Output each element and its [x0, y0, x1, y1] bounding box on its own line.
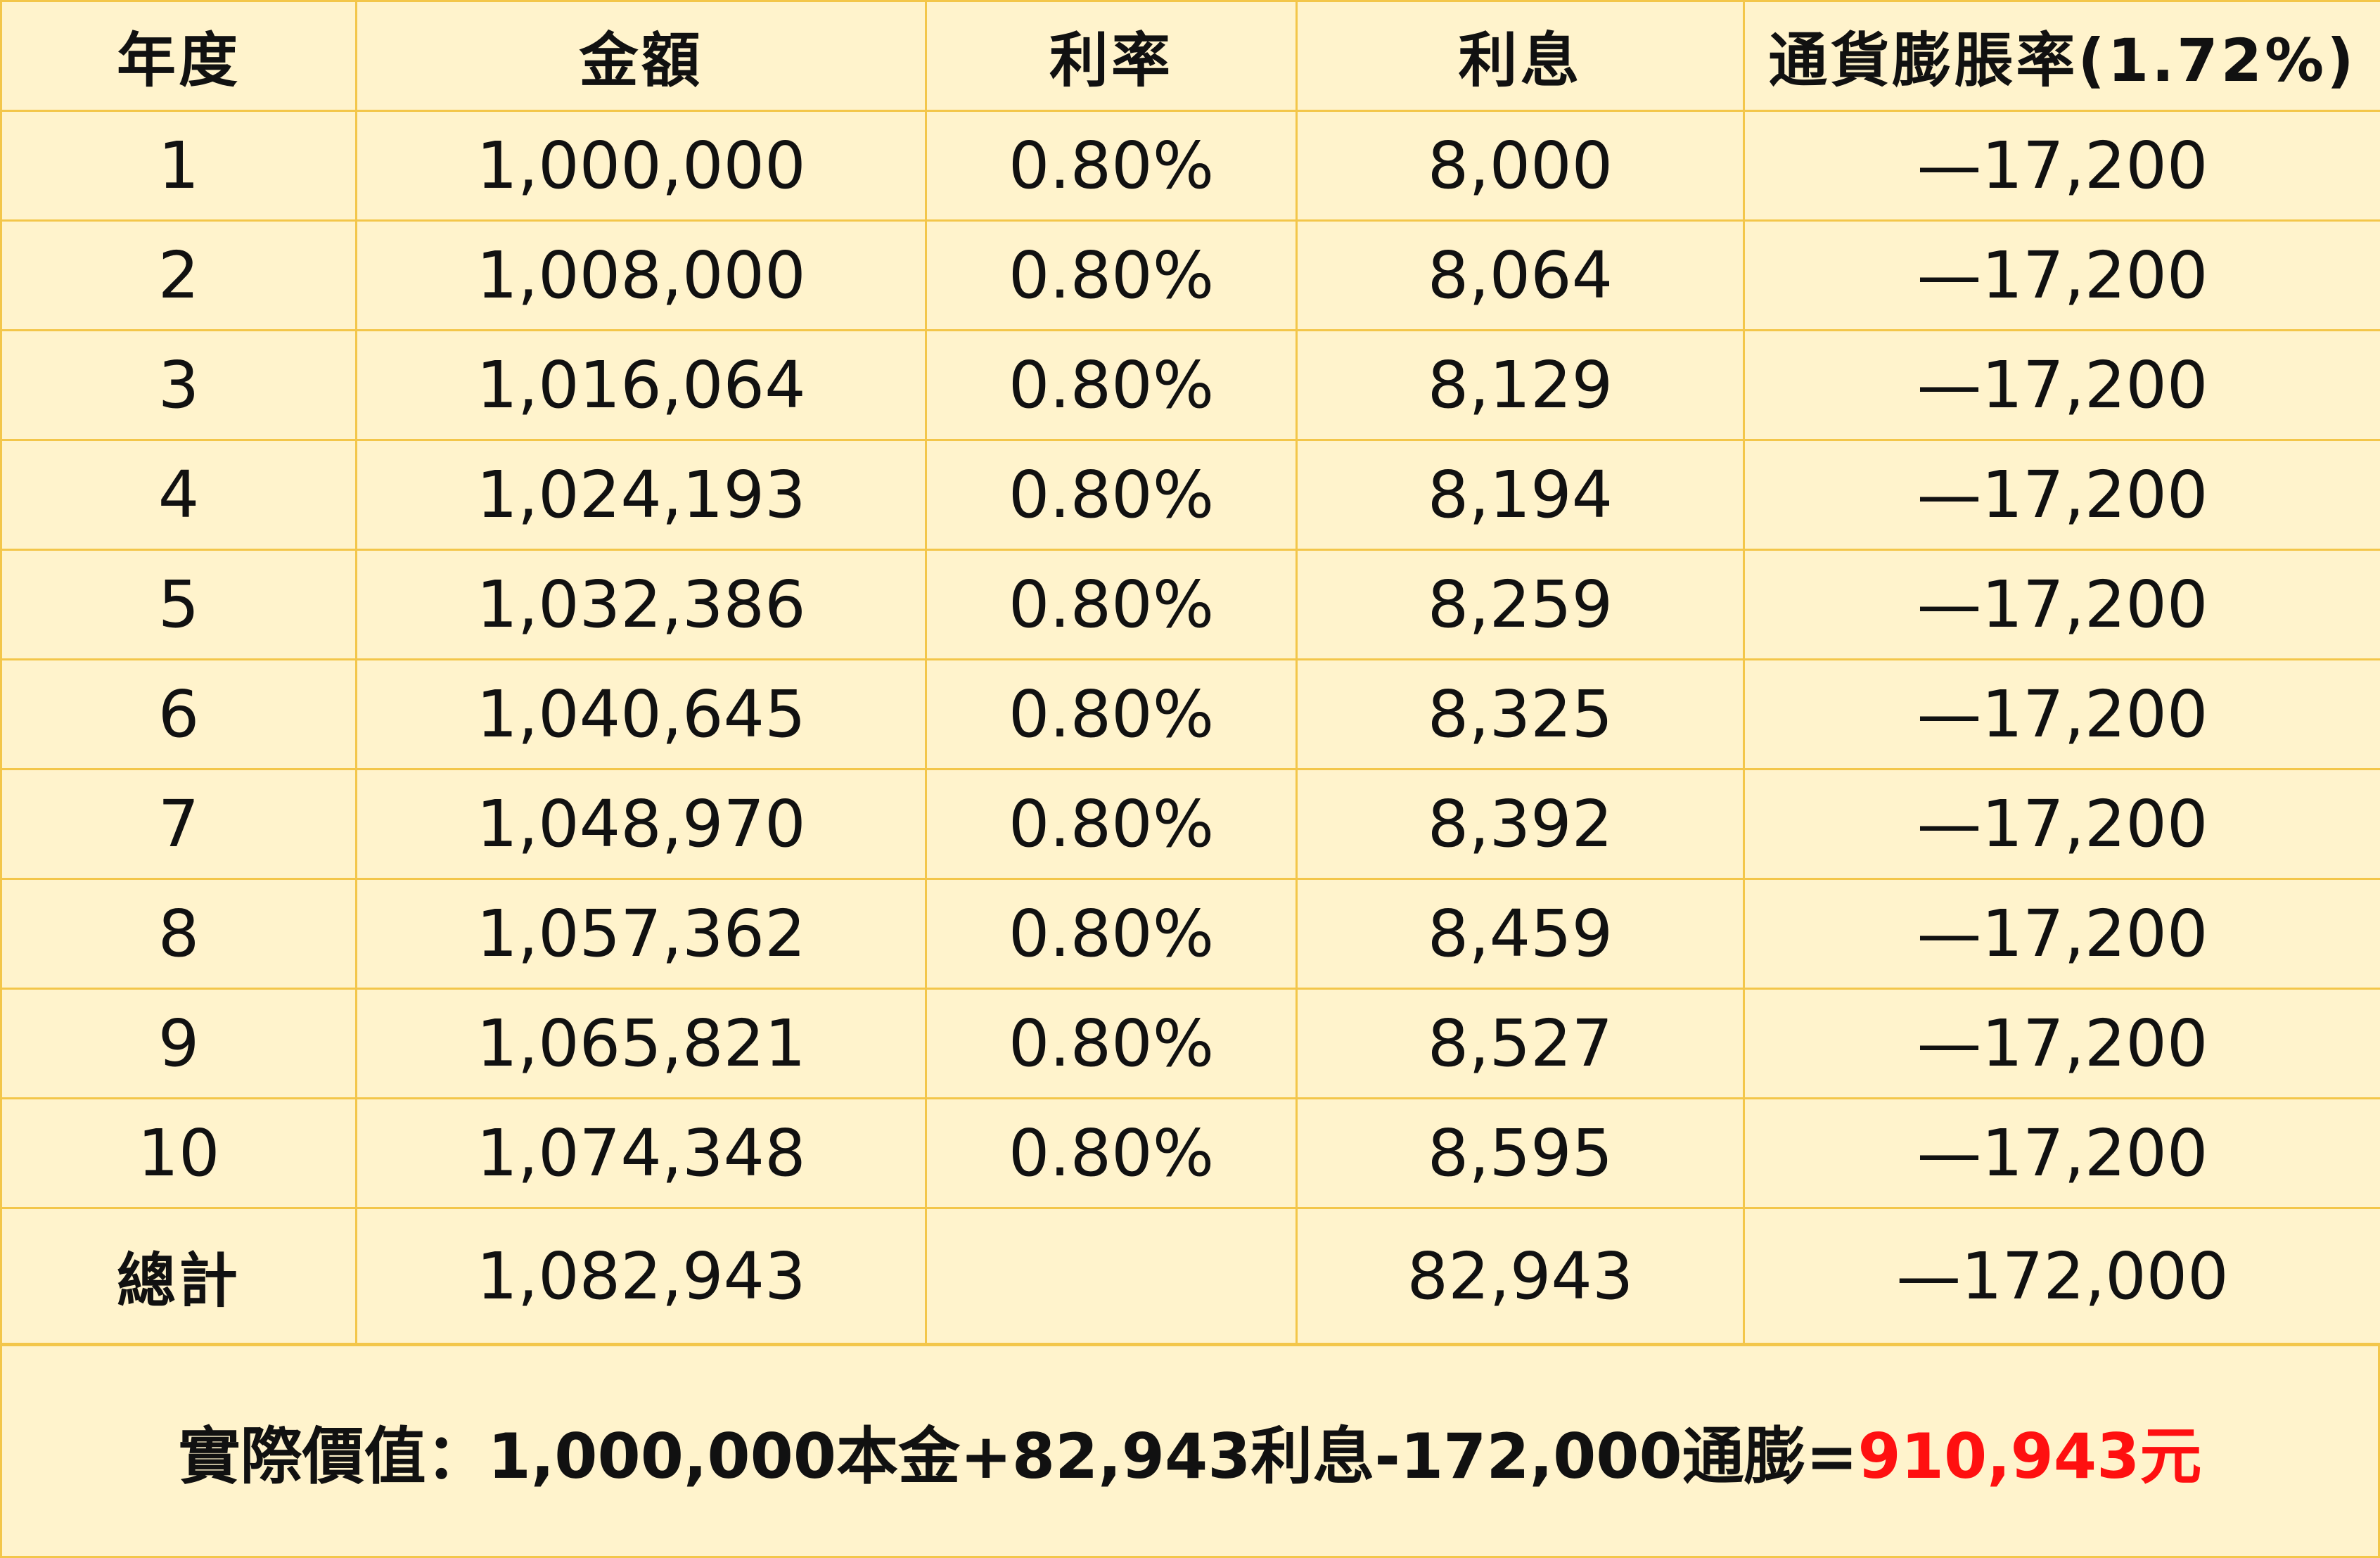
table-row: 3 1,016,064 0.80% 8,129 —17,200: [0, 329, 2380, 441]
summary-result: 910,943元: [1857, 1419, 2202, 1493]
cell-amount: 1,032,386: [355, 549, 927, 660]
real-value-summary: 實際價值：1,000,000本金+82,943利息-172,000通膨= 910,…: [0, 1344, 2380, 1558]
cell-interest: 8,527: [1295, 988, 1745, 1099]
table-row: 10 1,074,348 0.80% 8,595 —17,200: [0, 1097, 2380, 1209]
cell-year: 4: [0, 439, 357, 551]
cell-rate: 0.80%: [925, 439, 1298, 551]
cell-inflation: —17,200: [1743, 439, 2380, 551]
total-amount: 1,082,943: [355, 1207, 927, 1345]
cell-year: 3: [0, 329, 357, 441]
cell-interest: 8,259: [1295, 549, 1745, 660]
cell-inflation: —17,200: [1743, 110, 2380, 222]
cell-inflation: —17,200: [1743, 878, 2380, 990]
cell-rate: 0.80%: [925, 1097, 1298, 1209]
total-interest: 82,943: [1295, 1207, 1745, 1345]
cell-inflation: —17,200: [1743, 219, 2380, 331]
cell-year: 2: [0, 219, 357, 331]
header-inflation: 通貨膨脹率(1.72%): [1743, 0, 2380, 112]
cell-rate: 0.80%: [925, 219, 1298, 331]
cell-year: 7: [0, 768, 357, 880]
cell-year: 6: [0, 658, 357, 770]
cell-year: 8: [0, 878, 357, 990]
table-row: 4 1,024,193 0.80% 8,194 —17,200: [0, 439, 2380, 551]
cell-amount: 1,057,362: [355, 878, 927, 990]
cell-amount: 1,024,193: [355, 439, 927, 551]
table-row: 6 1,040,645 0.80% 8,325 —17,200: [0, 658, 2380, 770]
cell-inflation: —17,200: [1743, 329, 2380, 441]
deposit-inflation-table: 年度 金額 利率 利息 通貨膨脹率(1.72%) 1 1,000,000 0.8…: [0, 0, 2380, 1345]
cell-rate: 0.80%: [925, 658, 1298, 770]
cell-interest: 8,392: [1295, 768, 1745, 880]
table-header-row: 年度 金額 利率 利息 通貨膨脹率(1.72%): [0, 0, 2380, 112]
cell-amount: 1,048,970: [355, 768, 927, 880]
summary-formula: 實際價值：1,000,000本金+82,943利息-172,000通膨=: [178, 1419, 1858, 1493]
cell-year: 5: [0, 549, 357, 660]
cell-interest: 8,595: [1295, 1097, 1745, 1209]
cell-amount: 1,016,064: [355, 329, 927, 441]
cell-inflation: —17,200: [1743, 988, 2380, 1099]
cell-interest: 8,459: [1295, 878, 1745, 990]
cell-interest: 8,000: [1295, 110, 1745, 222]
cell-inflation: —17,200: [1743, 549, 2380, 660]
cell-interest: 8,194: [1295, 439, 1745, 551]
cell-amount: 1,074,348: [355, 1097, 927, 1209]
cell-rate: 0.80%: [925, 878, 1298, 990]
table-row: 1 1,000,000 0.80% 8,000 —17,200: [0, 110, 2380, 222]
table-row: 2 1,008,000 0.80% 8,064 —17,200: [0, 219, 2380, 331]
cell-amount: 1,040,645: [355, 658, 927, 770]
cell-rate: 0.80%: [925, 988, 1298, 1099]
total-inflation: —172,000: [1743, 1207, 2380, 1345]
cell-amount: 1,000,000: [355, 110, 927, 222]
cell-rate: 0.80%: [925, 549, 1298, 660]
header-rate: 利率: [925, 0, 1298, 112]
cell-inflation: —17,200: [1743, 1097, 2380, 1209]
cell-rate: 0.80%: [925, 768, 1298, 880]
cell-interest: 8,064: [1295, 219, 1745, 331]
cell-year: 9: [0, 988, 357, 1099]
total-rate: [925, 1207, 1298, 1345]
cell-year: 10: [0, 1097, 357, 1209]
cell-interest: 8,129: [1295, 329, 1745, 441]
table-row: 5 1,032,386 0.80% 8,259 —17,200: [0, 549, 2380, 660]
cell-inflation: —17,200: [1743, 658, 2380, 770]
table-row: 9 1,065,821 0.80% 8,527 —17,200: [0, 988, 2380, 1099]
cell-rate: 0.80%: [925, 110, 1298, 222]
table-row: 7 1,048,970 0.80% 8,392 —17,200: [0, 768, 2380, 880]
cell-amount: 1,008,000: [355, 219, 927, 331]
table-row: 8 1,057,362 0.80% 8,459 —17,200: [0, 878, 2380, 990]
header-amount: 金額: [355, 0, 927, 112]
cell-rate: 0.80%: [925, 329, 1298, 441]
cell-interest: 8,325: [1295, 658, 1745, 770]
cell-inflation: —17,200: [1743, 768, 2380, 880]
total-label: 總計: [0, 1207, 357, 1345]
header-interest: 利息: [1295, 0, 1745, 112]
header-year: 年度: [0, 0, 357, 112]
cell-amount: 1,065,821: [355, 988, 927, 1099]
total-row: 總計 1,082,943 82,943 —172,000: [0, 1207, 2380, 1345]
cell-year: 1: [0, 110, 357, 222]
